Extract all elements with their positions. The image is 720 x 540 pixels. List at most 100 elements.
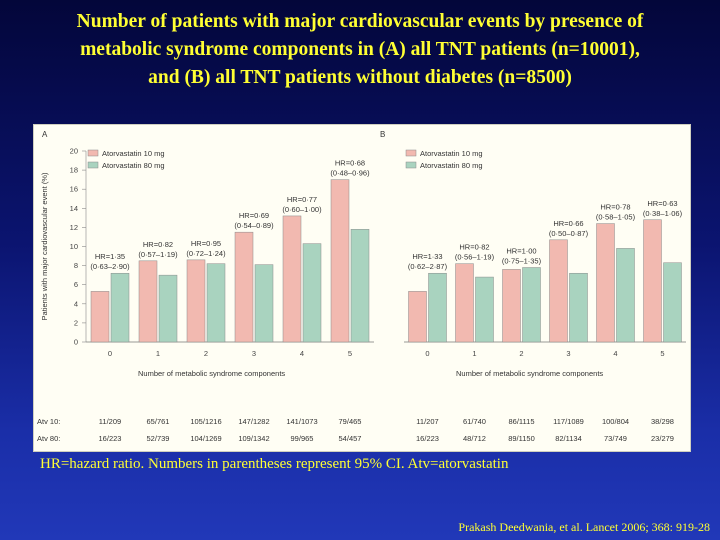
panel-b-bar-atv10-3 [549,239,568,343]
panel-a-x-axis-label: Number of metabolic syndrome components [138,369,285,378]
panel-a-legend-label-2: Atorvastatin 80 mg [102,161,165,170]
panel-a-hr-label-0: HR=1·35 [95,252,125,261]
panel-b-count-1-5: 38/298 [651,417,674,426]
panel-a-count-2-3: 109/1342 [238,434,269,443]
panel-a-count-2-0: 16/223 [99,434,122,443]
panel-a-bar-atv10-4 [282,215,302,343]
panel-a-bar-atv10-3 [234,231,254,343]
panel-a-y-tick-label: 20 [70,147,78,156]
panel-b-count-1-2: 86/1115 [509,417,535,426]
citation: Prakash Deedwania, et al. Lancet 2006; 3… [458,520,710,534]
panel-a-y-tick-label: 18 [70,166,78,175]
panel-b-x-tick-label-5: 5 [660,349,664,358]
panel-b-count-1-1: 61/740 [463,417,486,426]
footnote: HR=hazard ratio. Numbers in parentheses … [40,456,509,472]
panel-b-x-tick-label-2: 2 [519,349,523,358]
panel-b-bar-atv10-5 [643,219,662,343]
panel-a-x-tick-label-2: 2 [204,349,208,358]
panel-a-y-tick-label: 2 [74,318,78,327]
panel-a-y-tick-label: 16 [70,185,78,194]
panel-b-ci-label-0: (0·62–2·87) [408,262,448,271]
panel-b-bar-atv10-1 [455,263,474,343]
panel-b-hr-label-2: HR=1·00 [506,247,536,256]
panel-b-count-2-5: 23/279 [651,434,674,443]
panel-b-legend-label-2: Atorvastatin 80 mg [420,161,483,170]
panel-b-ci-label-4: (0·58–1·05) [596,213,636,222]
panel-b-x-tick-label-3: 3 [566,349,570,358]
panel-b-legend-label-1: Atorvastatin 10 mg [420,149,483,158]
panel-b-count-2-4: 73/749 [604,434,627,443]
panel-a-count-1-4: 141/1073 [286,417,317,426]
panel-a-bar-atv80-3 [254,264,274,343]
panel-b-ci-label-2: (0·75–1·35) [502,257,542,266]
slide-title: Number of patients with major cardiovasc… [0,8,720,92]
panel-a-y-tick-label: 6 [74,280,78,289]
panel-b-hr-label-4: HR=0·78 [600,203,630,212]
panel-a-count-2-4: 99/965 [291,434,314,443]
panel-a-hr-label-2: HR=0·95 [191,239,221,248]
panel-a-y-tick-label: 12 [70,223,78,232]
panel-a-y-tick-label: 8 [74,261,78,270]
panel-a-y-tick-label: 0 [74,338,78,347]
panel-a-count-1-3: 147/1282 [238,417,269,426]
panel-a-bar-atv10-5 [330,179,350,343]
panel-b-count-2-2: 89/1150 [508,434,535,443]
panel-a-y-tick-label: 4 [74,299,78,308]
panel-a-x-tick-label-5: 5 [348,349,352,358]
panel-b-ci-label-3: (0·50–0·87) [549,229,589,238]
panel-b-hr-label-5: HR=0·63 [647,199,677,208]
panel-b-count-1-4: 100/804 [602,417,629,426]
panel-a-bar-atv80-2 [206,263,226,343]
panel-b-count-2-3: 82/1134 [555,434,582,443]
panel-b-ci-label-1: (0·56–1·19) [455,253,495,262]
panel-b-letter: B [380,130,385,139]
panel-a-ci-label-5: (0·48–0·96) [330,169,370,178]
panel-b-count-1-0: 11/207 [416,417,438,426]
panel-a-count-2-2: 104/1269 [190,434,221,443]
panel-b-count-1-3: 117/1089 [553,417,584,426]
panel-a-letter: A [42,130,48,139]
panel-a-count-1-2: 105/1216 [190,417,221,426]
panel-a-y-axis-label: Patients with major cardiovascular event… [40,172,49,320]
panel-b-legend-swatch-2 [405,161,417,169]
panel-a-bar-atv10-0 [90,291,110,343]
panel-a-count-1-1: 65/761 [147,417,170,426]
panel-a-hr-label-3: HR=0·69 [239,211,269,220]
panel-b-bar-atv10-2 [502,269,521,343]
figure-panel: A 0 2 4 6 8 10 12 14 16 18 20 Patients with major ca… [33,124,691,452]
panel-a-bar-atv10-1 [138,260,158,343]
panel-a-ci-label-0: (0·63–2·90) [90,262,130,271]
panel-a-count-1-5: 79/465 [339,417,362,426]
panel-b-hr-label-0: HR=1·33 [412,252,442,261]
panel-a-ci-label-2: (0·72–1·24) [186,249,226,258]
panel-a-count-1-0: 11/209 [99,417,121,426]
panel-a-ci-label-1: (0·57–1·19) [138,250,178,259]
panel-b-bar-atv80-3 [569,272,588,343]
title-line-1: Number of patients with major cardiovasc… [76,11,644,32]
panel-a-hr-label-1: HR=0·82 [143,240,173,249]
panel-a-count-2-1: 52/739 [147,434,170,443]
count-row-label-1: Atv 10: [37,417,60,426]
panel-a-x-tick-label-0: 0 [108,349,112,358]
title-line-3: and (B) all TNT patients without diabete… [148,67,572,88]
panel-a-hr-label-4: HR=0·77 [287,195,317,204]
panel-a-y-tick-label: 14 [70,204,78,213]
panel-b-count-2-1: 48/712 [463,434,486,443]
panel-a-hr-label-5: HR=0·68 [335,159,365,168]
panel-a-bar-atv10-2 [186,259,206,343]
panel-b-bar-atv80-5 [663,262,682,343]
panel-a-count-2-5: 54/457 [339,434,362,443]
panel-a-x-tick-label-3: 3 [252,349,256,358]
panel-b-hr-label-1: HR=0·82 [459,243,489,252]
panel-b-ci-label-5: (0·38–1·06) [643,209,683,218]
panel-a-legend-swatch-1 [87,149,99,157]
panel-b-x-tick-label-1: 1 [472,349,476,358]
panel-a-legend-label-1: Atorvastatin 10 mg [102,149,165,158]
panel-b-x-axis-label: Number of metabolic syndrome components [456,369,603,378]
panel-b-x-tick-label-4: 4 [613,349,617,358]
count-row-label-2: Atv 80: [37,434,60,443]
panel-a-x-tick-label-1: 1 [156,349,160,358]
panel-b-bar-atv80-2 [522,267,541,343]
title-line-2: metabolic syndrome components in (A) all… [80,39,640,60]
